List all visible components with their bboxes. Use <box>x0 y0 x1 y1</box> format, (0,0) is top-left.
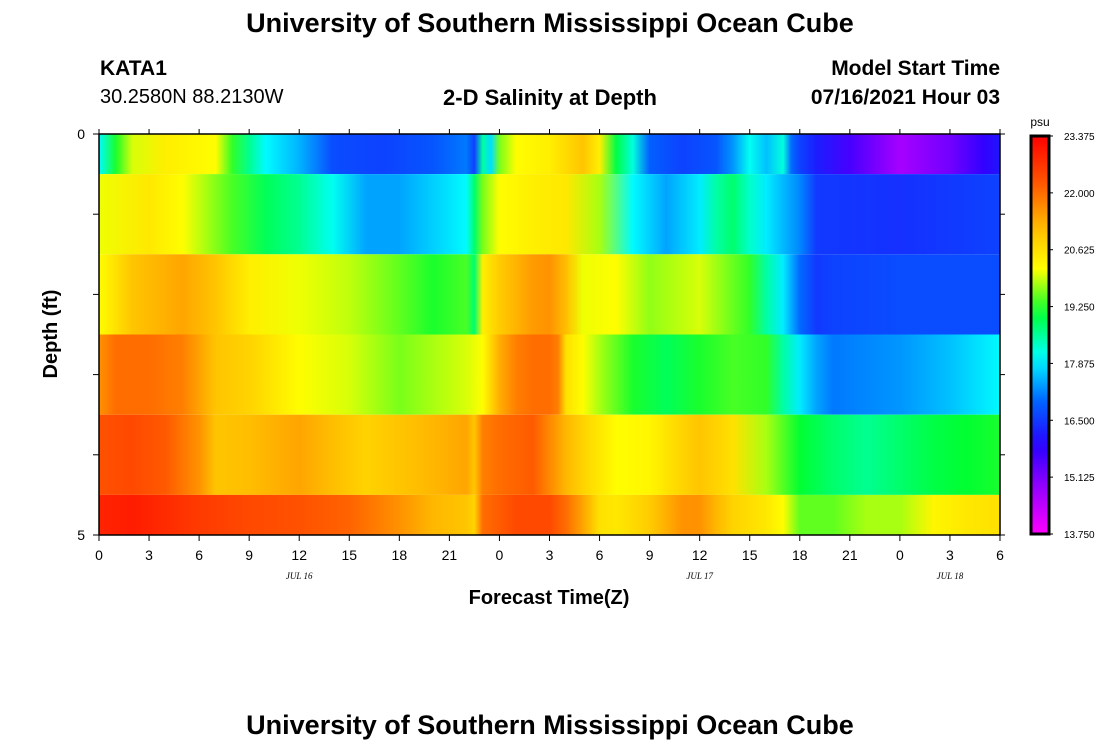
x-tick-label: 6 <box>596 547 604 563</box>
salinity-layer-2 <box>99 254 1000 335</box>
salinity-layer-3 <box>99 334 1000 415</box>
x-tick-label: 12 <box>692 547 708 563</box>
y-tick-label: 0 <box>77 126 85 142</box>
x-tick-label: 3 <box>546 547 554 563</box>
colorbar-tick-label: 20.625 <box>1064 246 1095 257</box>
x-tick-label: 9 <box>646 547 654 563</box>
station-id: KATA1 <box>100 57 167 80</box>
x-tick-label: 21 <box>442 547 458 563</box>
x-tick-label: 0 <box>496 547 504 563</box>
colorbar-tick-label: 22.000 <box>1064 189 1095 200</box>
x-tick-label: 9 <box>245 547 253 563</box>
x-tick-label: 6 <box>195 547 203 563</box>
x-tick-label: 6 <box>996 547 1004 563</box>
colorbar-unit: psu <box>1030 115 1049 129</box>
x-tick-label: 3 <box>946 547 954 563</box>
salinity-layer-1 <box>99 174 1000 255</box>
model-start-value: 07/16/2021 Hour 03 <box>810 86 1000 109</box>
station-coordinates: 30.2580N 88.2130W <box>100 86 284 108</box>
model-start-label: Model Start Time <box>831 57 1000 80</box>
x-tick-label: 12 <box>291 547 307 563</box>
x-tick-label: 15 <box>742 547 758 563</box>
colorbar-tick-label: 15.125 <box>1064 473 1095 484</box>
colorbar-tick-label: 16.500 <box>1064 416 1095 427</box>
colorbar-scale <box>1029 134 1051 536</box>
colorbar-tick-label: 23.375 <box>1064 132 1095 143</box>
page-title: University of Southern Mississippi Ocean… <box>246 8 854 38</box>
x-date-label: JUL 16 <box>286 571 313 581</box>
x-tick-label: 18 <box>392 547 408 563</box>
footer-title: University of Southern Mississippi Ocean… <box>246 710 854 740</box>
x-tick-label: 3 <box>145 547 153 563</box>
salinity-layer-4 <box>99 414 1000 495</box>
x-tick-label: 0 <box>95 547 103 563</box>
y-tick-label: 5 <box>77 527 85 543</box>
x-tick-label: 0 <box>896 547 904 563</box>
x-tick-label: 15 <box>341 547 357 563</box>
colorbar-tick-label: 19.250 <box>1064 303 1095 314</box>
plot-title: 2-D Salinity at Depth <box>443 85 657 110</box>
x-tick-label: 21 <box>842 547 858 563</box>
salinity-layer-5 <box>99 494 1000 535</box>
x-axis-label: Forecast Time(Z) <box>469 587 630 609</box>
salinity-layer-0 <box>99 134 1000 175</box>
colorbar-tick-label: 17.875 <box>1064 359 1095 370</box>
x-tick-label: 18 <box>792 547 808 563</box>
x-date-label: JUL 18 <box>937 571 964 581</box>
colorbar-tick-label: 13.750 <box>1064 530 1095 541</box>
y-axis-label: Depth (ft) <box>40 290 62 379</box>
x-date-label: JUL 17 <box>686 571 713 581</box>
